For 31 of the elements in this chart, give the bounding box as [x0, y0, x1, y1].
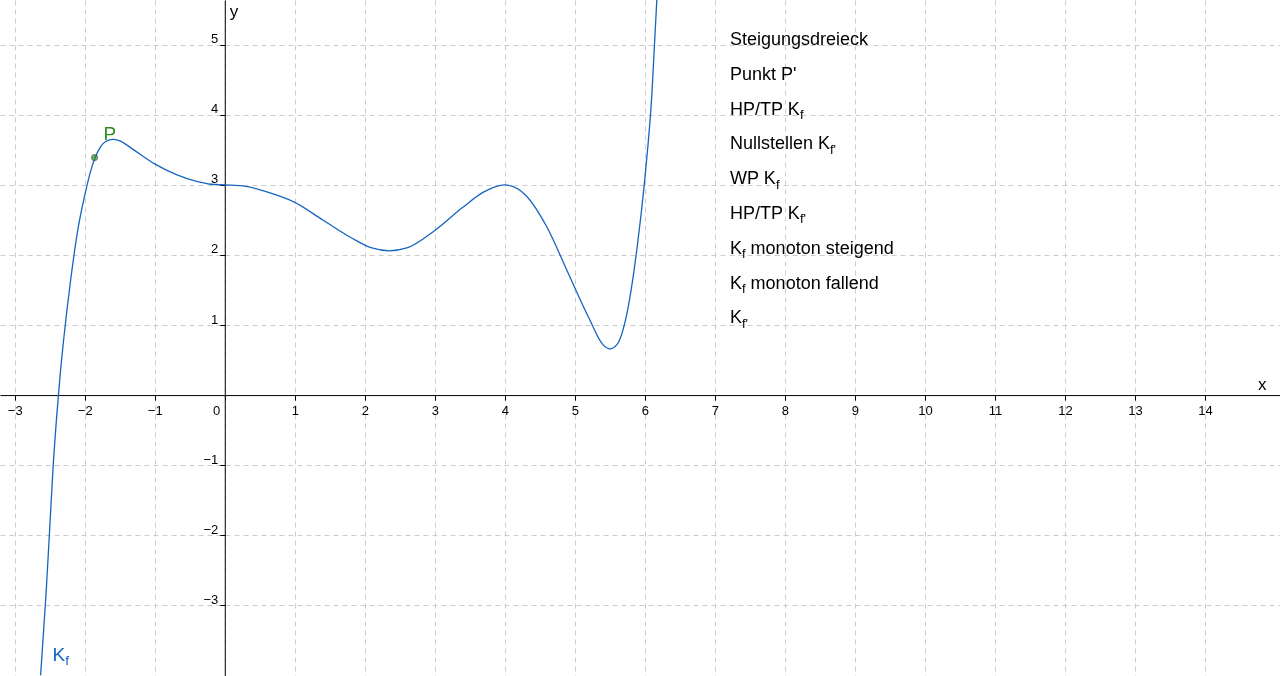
annotation: Punkt P'	[730, 63, 797, 84]
x-tick-label: 11	[988, 402, 1003, 418]
y-tick-label: −1	[203, 451, 219, 467]
x-tick-label: 8	[781, 402, 790, 418]
y-tick-label: −2	[203, 521, 219, 537]
x-tick-label: 14	[1198, 402, 1213, 418]
x-axis-title: x	[1258, 375, 1267, 395]
y-tick-label: 3	[211, 171, 219, 187]
x-tick-label: 9	[851, 402, 860, 418]
x-tick-label: 4	[501, 402, 509, 418]
x-tick-label: 1	[291, 402, 299, 418]
annotation: Steigungsdreieck	[730, 29, 870, 49]
x-tick-label: 0	[213, 402, 221, 418]
x-tick-label: 5	[571, 402, 579, 418]
x-tick-label: 13	[1128, 402, 1143, 418]
series-label: P	[103, 122, 117, 144]
y-tick-label: −3	[203, 591, 219, 607]
x-tick-label: 10	[918, 402, 933, 418]
y-tick-label: 5	[211, 31, 219, 47]
x-tick-label: 3	[431, 402, 439, 418]
x-tick-label: 2	[361, 402, 369, 418]
x-tick-label: −1	[147, 402, 163, 418]
y-tick-label: 2	[211, 241, 219, 257]
x-tick-label: 6	[641, 402, 650, 418]
x-tick-label: 12	[1058, 402, 1073, 418]
y-tick-label: 1	[211, 311, 219, 327]
x-tick-label: −2	[77, 402, 93, 418]
x-tick-label: −3	[7, 402, 23, 418]
y-axis-title: y	[229, 2, 239, 21]
x-tick-label: 7	[711, 402, 720, 418]
y-tick-label: 4	[211, 101, 219, 117]
